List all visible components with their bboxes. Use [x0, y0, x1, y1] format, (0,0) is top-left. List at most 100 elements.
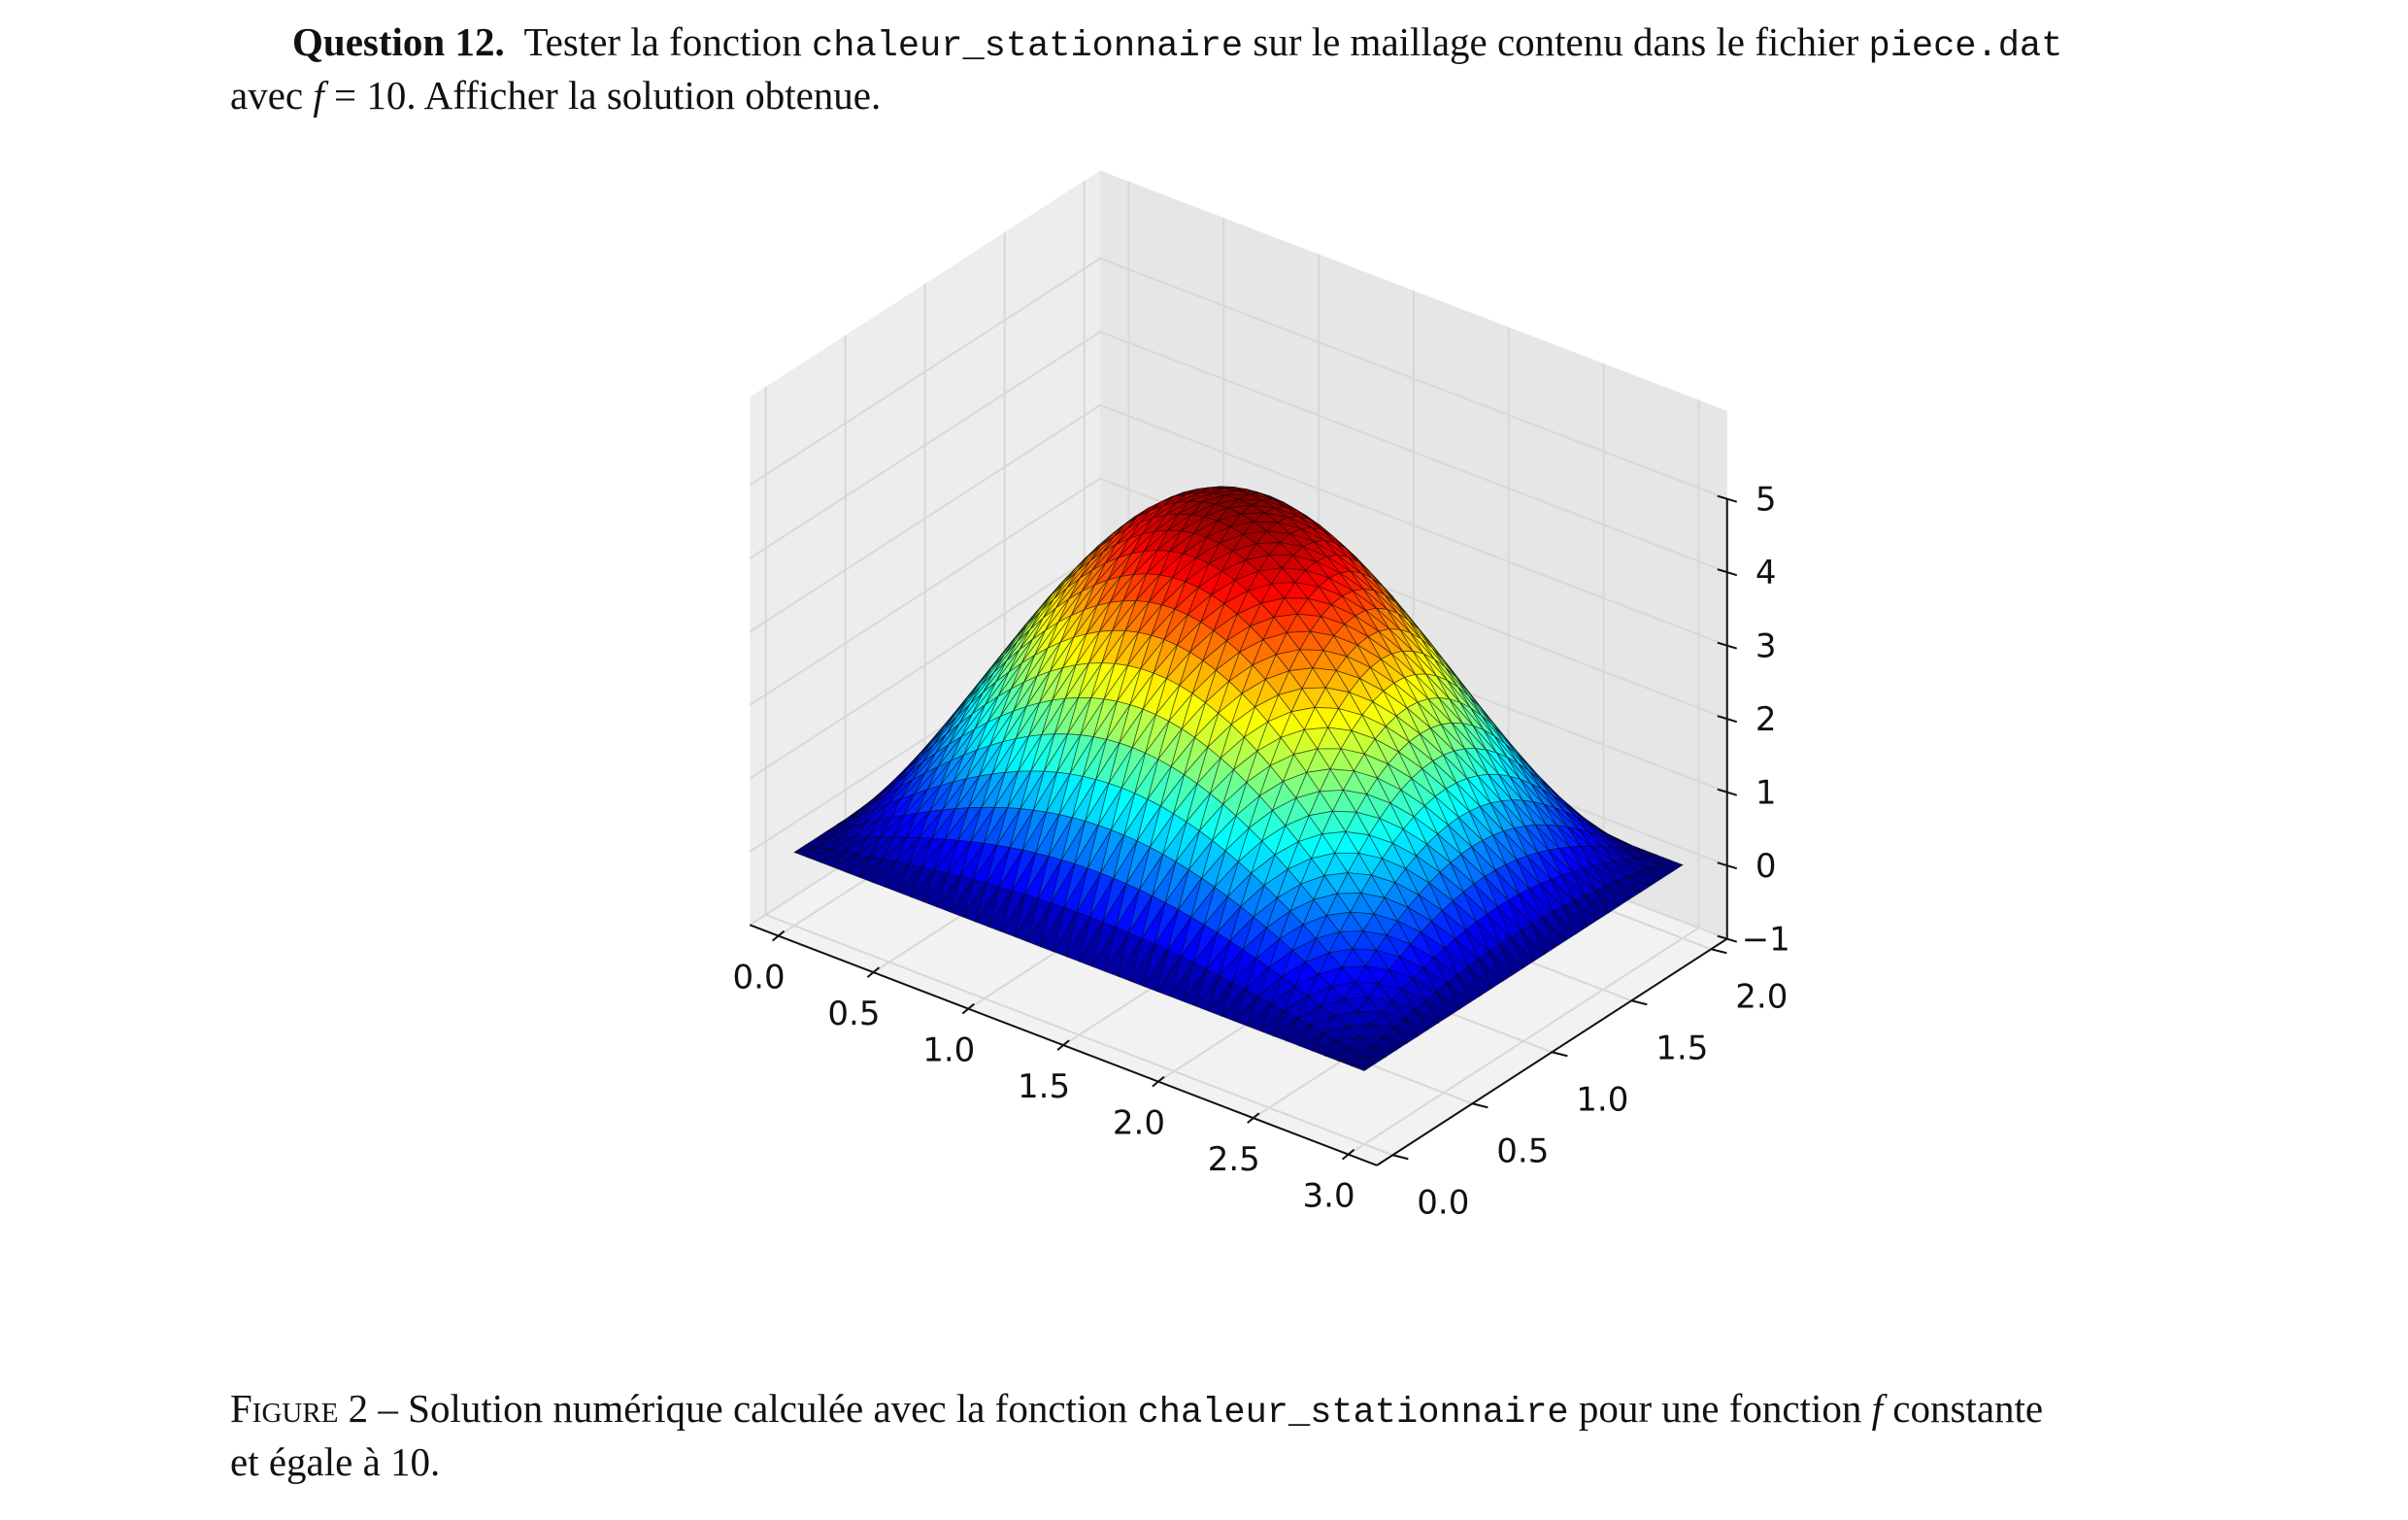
x-tick-mark — [866, 966, 881, 978]
surface-facet — [910, 869, 935, 903]
surface-facet — [1182, 968, 1207, 1007]
x-tick-mark — [1152, 1075, 1165, 1088]
y-tick-label: 1.5 — [1656, 1029, 1708, 1067]
surface-facet — [819, 851, 846, 868]
surface-facet — [1233, 996, 1259, 1028]
surface-facet — [1104, 932, 1129, 977]
surface-facet — [1247, 1003, 1272, 1032]
gridline-z — [749, 403, 1728, 647]
z-tick-label: 4 — [1756, 554, 1777, 592]
y-tick-label: 1.0 — [1576, 1080, 1628, 1119]
z-tick-label: 3 — [1756, 627, 1777, 666]
z-tick-label: 5 — [1756, 481, 1777, 520]
surface-facet — [1298, 1032, 1324, 1052]
surface-facet — [1053, 911, 1078, 958]
y-axis-ticks: 0.0 0.5 1.0 1.5 2.0 — [1392, 948, 1788, 1222]
caption-function-name: chaleur_stationnaire — [1137, 1393, 1569, 1434]
caption-text-3: constante — [1892, 1386, 2044, 1431]
y-tick-label: 2.0 — [1735, 977, 1788, 1016]
surface-facet — [896, 867, 922, 898]
y-tick-mark — [1711, 948, 1727, 955]
surface-facet — [1272, 1018, 1298, 1042]
surface-facet — [961, 883, 987, 923]
surface-facet — [884, 864, 910, 893]
z-axis-ticks: −1 0 1 2 3 4 5 — [1717, 481, 1790, 960]
surface-facet — [1169, 963, 1194, 1002]
question-text-2: sur le maillage contenu dans le fichier — [1253, 19, 1859, 64]
surface-facet — [936, 876, 961, 913]
question-text-1: Tester la fonction — [523, 19, 802, 64]
gridline-z — [749, 256, 1728, 500]
z-tick-label: 1 — [1756, 774, 1777, 813]
caption-text-4: et égale à 10. — [230, 1439, 441, 1484]
surface-facet — [806, 849, 832, 863]
y-tick-mark — [1472, 1102, 1488, 1109]
file-name: piece.dat — [1868, 26, 2063, 67]
y-tick-label: 0.0 — [1417, 1183, 1469, 1222]
question-text-3: = 10. Afficher la solution obtenue. — [334, 73, 882, 118]
y-tick-mark — [1392, 1154, 1409, 1161]
z-tick-mark — [1717, 934, 1738, 943]
surface-facet — [1336, 1055, 1363, 1066]
x-tick-label: 0.5 — [827, 995, 880, 1033]
variable-f: f — [313, 73, 324, 118]
caption-variable-f: f — [1871, 1386, 1884, 1431]
x-axis-ticks: 0.0 0.5 1.0 1.5 2.0 2.5 3.0 — [733, 929, 1355, 1216]
surface-facet — [871, 861, 896, 888]
x-tick-mark — [1341, 1148, 1355, 1161]
surface-facet — [1091, 927, 1117, 972]
x-tick-label: 2.0 — [1113, 1104, 1165, 1143]
z-tick-mark — [1717, 494, 1738, 503]
z-tick-label: 0 — [1756, 847, 1777, 886]
surface-facet — [949, 879, 974, 918]
surface-facet — [1065, 917, 1090, 963]
z-tick-mark — [1717, 641, 1738, 650]
surface-facet — [1143, 950, 1168, 993]
figure-caption: Figure 2 – Solution numérique calculée a… — [230, 1384, 2211, 1486]
gridline-z — [749, 330, 1728, 574]
surface-facet — [1000, 894, 1026, 937]
z-tick-mark — [1717, 715, 1738, 724]
surface-facet — [857, 859, 884, 883]
z-tick-label: −1 — [1742, 921, 1790, 960]
surface-facet — [922, 873, 949, 908]
surface-facet — [1130, 944, 1155, 988]
gridline-z — [749, 477, 1728, 721]
surface-facet — [1351, 1064, 1376, 1071]
surface-facet — [1208, 982, 1233, 1017]
surface-facet — [1221, 989, 1246, 1022]
surface-facet — [1311, 1039, 1338, 1057]
question-paragraph: Question 12. Tester la fonction chaleur_… — [230, 17, 2211, 119]
y-tick-mark — [1552, 1051, 1568, 1058]
surface-facet — [792, 847, 819, 859]
surface-facet — [1155, 956, 1182, 997]
caption-dash: – — [378, 1386, 398, 1431]
surface-facet — [1286, 1025, 1312, 1047]
question-heading: Question 12. — [292, 19, 505, 64]
x-tick-mark — [1056, 1039, 1070, 1051]
caption-text-1: Solution numérique calculée avec la fonc… — [408, 1386, 1128, 1431]
surface-facet — [1014, 898, 1039, 943]
function-name: chaleur_stationnaire — [812, 26, 1244, 67]
surface-facet — [1323, 1047, 1351, 1062]
x-tick-label: 0.0 — [733, 959, 786, 997]
y-tick-label: 0.5 — [1496, 1132, 1549, 1170]
z-tick-mark — [1717, 861, 1738, 870]
surface-facet — [1259, 1010, 1285, 1037]
caption-text-2: pour une fonction — [1578, 1386, 1862, 1431]
surface-facet — [1026, 902, 1052, 948]
surface-facet — [845, 856, 871, 878]
z-tick-label: 2 — [1756, 700, 1777, 739]
surface-facet — [1078, 922, 1104, 967]
x-tick-label: 2.5 — [1208, 1140, 1260, 1179]
caption-label: Figure 2 — [230, 1386, 369, 1431]
surface-facet — [987, 890, 1013, 932]
surface-facet — [1194, 975, 1221, 1012]
x-tick-mark — [771, 929, 786, 942]
surface-facet — [832, 853, 858, 873]
x-tick-mark — [961, 1002, 975, 1015]
x-tick-label: 3.0 — [1303, 1177, 1355, 1216]
surface-facet — [1117, 938, 1143, 983]
y-tick-mark — [1631, 999, 1648, 1006]
surface-facet — [975, 886, 1000, 928]
